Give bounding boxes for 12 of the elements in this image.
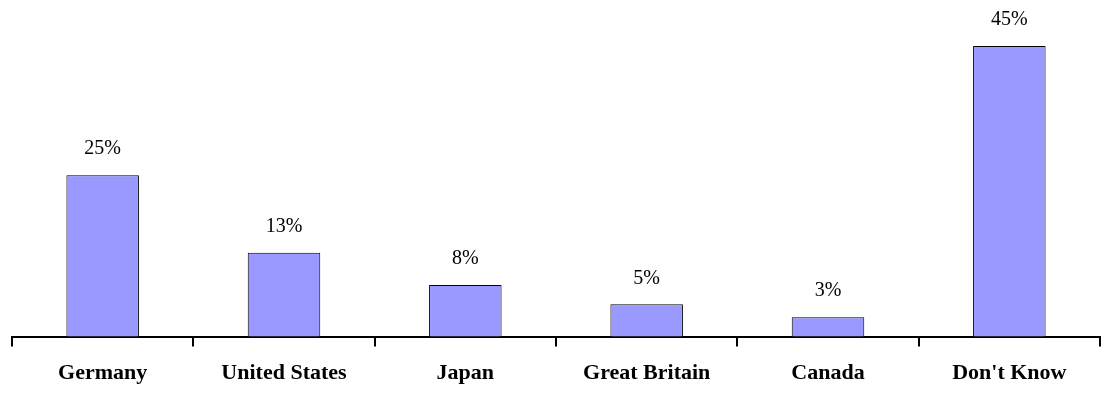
data-label: 45%: [991, 7, 1028, 30]
x-tick-label: United States: [221, 359, 348, 385]
data-label: 5%: [633, 265, 660, 288]
x-tick-label: Great Britain: [583, 359, 711, 385]
x-tick-label: Japan: [436, 359, 495, 385]
x-tick-label: Germany: [58, 359, 148, 385]
x-tick-label: Don't Know: [952, 359, 1067, 385]
data-label: 13%: [265, 213, 303, 236]
data-label: 3%: [814, 278, 842, 301]
data-label: 8%: [452, 246, 479, 269]
x-tick-label: Canada: [791, 359, 865, 385]
data-label: 25%: [84, 136, 121, 159]
